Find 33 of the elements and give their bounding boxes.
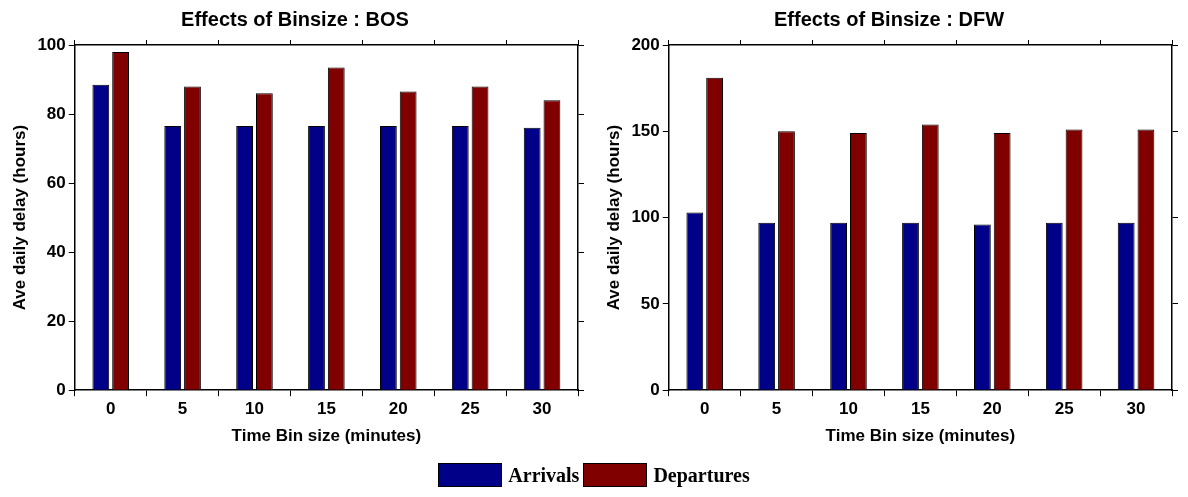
x-tick-label: 10 (839, 399, 858, 419)
x-tick-label: 15 (316, 399, 336, 419)
x-tick-label: 20 (388, 399, 408, 419)
chart-title: Effects of Binsize : BOS (181, 7, 409, 30)
x-axis-title: Time Bin size (minutes) (231, 426, 422, 446)
y-tick-label: 20 (46, 310, 66, 330)
y-tick-label: 0 (650, 379, 660, 399)
x-tick-label: 5 (177, 399, 188, 419)
y-tick-label: 50 (640, 293, 660, 313)
x-tick-label: 30 (1126, 399, 1146, 419)
x-tick-label: 5 (771, 399, 782, 419)
y-tick-label: 40 (46, 241, 66, 261)
y-axis-title: Ave daily delay (hours) (9, 124, 29, 311)
y-axis-title: Ave daily delay (hours) (603, 124, 623, 311)
y-tick-label: 0 (56, 379, 66, 399)
x-axis-title: Time Bin size (minutes) (825, 426, 1016, 446)
y-tick-label: 200 (631, 34, 660, 54)
legend-label: Departures (653, 463, 750, 487)
y-tick-label: 100 (37, 34, 66, 54)
x-tick-label: 25 (460, 399, 480, 419)
y-tick-label: 100 (631, 207, 660, 227)
x-tick-label: 25 (1054, 399, 1074, 419)
x-tick-label: 30 (532, 399, 552, 419)
x-tick-label: 15 (910, 399, 930, 419)
x-tick-label: 20 (982, 399, 1002, 419)
chart-title: Effects of Binsize : DFW (773, 7, 1005, 30)
x-tick-label: 0 (699, 399, 710, 419)
legend-label: Arrivals (508, 463, 580, 487)
y-tick-label: 150 (631, 120, 660, 140)
x-tick-label: 0 (105, 399, 116, 419)
y-tick-label: 80 (46, 103, 66, 123)
x-tick-label: 10 (245, 399, 264, 419)
y-tick-label: 60 (46, 172, 66, 192)
